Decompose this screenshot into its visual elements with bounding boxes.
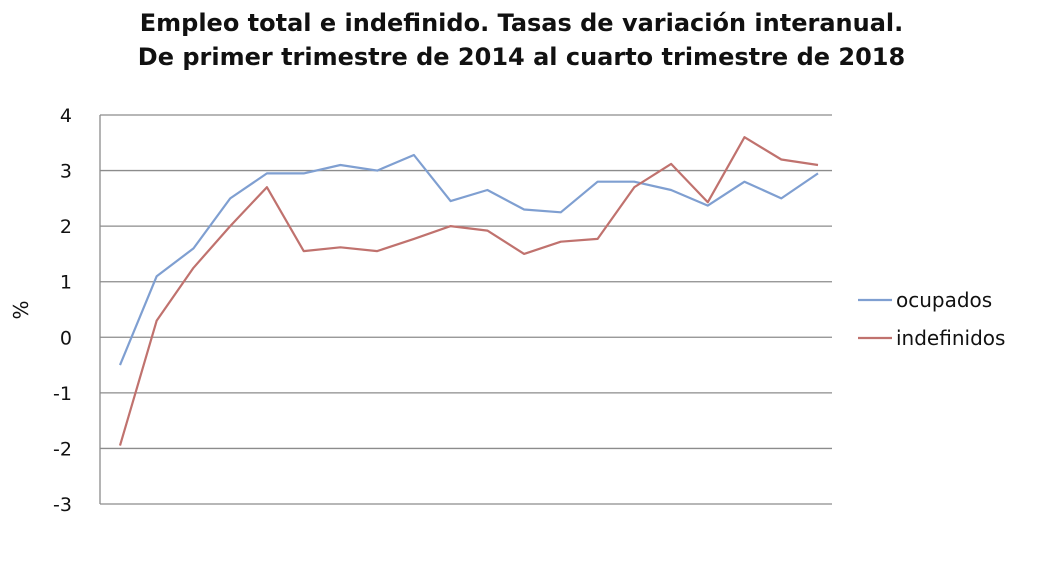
y-axis-tick-labels: 4 3 2 1 0 -1 -2 -3 (53, 105, 72, 516)
y-axis-label: % (9, 300, 33, 319)
chart-subtitle: De primer trimestre de 2014 al cuarto tr… (137, 43, 906, 71)
y-tick-label: 1 (60, 272, 72, 294)
y-tick-label: 0 (60, 327, 72, 349)
chart-title-block: Empleo total e indefinido. Tasas de vari… (0, 6, 1043, 74)
legend-label-ocupados: ocupados (896, 288, 992, 312)
y-tick-label: -1 (53, 383, 72, 405)
legend-label-indefinidos: indefinidos (896, 326, 1005, 350)
series-line-ocupados (118, 153, 819, 366)
y-tick-label: 3 (60, 161, 72, 183)
y-tick-label: -2 (53, 438, 72, 460)
y-tick-label: -3 (53, 494, 72, 516)
y-tick-label: 4 (60, 105, 72, 127)
series-line-indefinidos (118, 136, 819, 446)
series-lines (118, 136, 819, 446)
legend: ocupados indefinidos (858, 288, 1005, 350)
y-tick-label: 2 (60, 216, 72, 238)
grid-lines (100, 114, 832, 505)
chart-title: Empleo total e indefinido. Tasas de vari… (139, 9, 904, 37)
